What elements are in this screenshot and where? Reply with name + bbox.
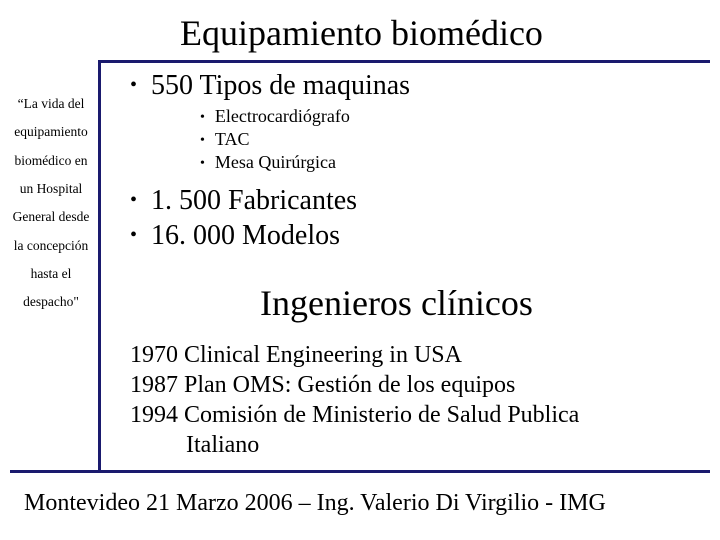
- bullet-text: Electrocardiógrafo: [215, 106, 350, 127]
- slide-subtitle: Ingenieros clínicos: [260, 282, 533, 324]
- sidebar-line: la concepción: [6, 232, 96, 260]
- sidebar-line: despacho": [6, 288, 96, 316]
- bullet-sub: • TAC: [200, 129, 249, 150]
- divider-top: [98, 60, 710, 63]
- sidebar-line: hasta el: [6, 260, 96, 288]
- bullet-text: 550 Tipos de maquinas: [151, 70, 410, 102]
- bullet-text: Mesa Quirúrgica: [215, 152, 336, 173]
- sidebar-line: General desde: [6, 203, 96, 231]
- bullet-text: 1. 500 Fabricantes: [151, 185, 357, 217]
- divider-vertical: [98, 60, 101, 470]
- history-block: 1970 Clinical Engineering in USA 1987 Pl…: [130, 340, 579, 460]
- bullet-main: • 1. 500 Fabricantes: [130, 185, 357, 217]
- bullet-dot-icon: •: [200, 110, 205, 126]
- history-line: 1970 Clinical Engineering in USA: [130, 340, 579, 370]
- bullet-dot-icon: •: [130, 189, 137, 212]
- history-line: 1994 Comisión de Ministerio de Salud Pub…: [130, 400, 579, 430]
- history-line: 1987 Plan OMS: Gestión de los equipos: [130, 370, 579, 400]
- slide-footer: Montevideo 21 Marzo 2006 – Ing. Valerio …: [24, 490, 606, 517]
- bullet-main: • 16. 000 Modelos: [130, 220, 340, 252]
- sidebar-line: un Hospital: [6, 175, 96, 203]
- bullet-text: TAC: [215, 129, 250, 150]
- divider-bottom: [10, 470, 710, 473]
- bullet-dot-icon: •: [130, 74, 137, 97]
- sidebar-line: equipamiento: [6, 118, 96, 146]
- sidebar-quote: “La vida del equipamiento biomédico en u…: [6, 90, 96, 317]
- bullet-text: 16. 000 Modelos: [151, 220, 340, 252]
- sidebar-line: biomédico en: [6, 147, 96, 175]
- history-line: Italiano: [130, 430, 579, 460]
- bullet-dot-icon: •: [200, 133, 205, 149]
- bullet-sub: • Electrocardiógrafo: [200, 106, 350, 127]
- sidebar-line: “La vida del: [6, 90, 96, 118]
- slide-title: Equipamiento biomédico: [180, 12, 543, 54]
- bullet-dot-icon: •: [130, 224, 137, 247]
- bullet-main: • 550 Tipos de maquinas: [130, 70, 410, 102]
- bullet-sub: • Mesa Quirúrgica: [200, 152, 336, 173]
- bullet-dot-icon: •: [200, 156, 205, 172]
